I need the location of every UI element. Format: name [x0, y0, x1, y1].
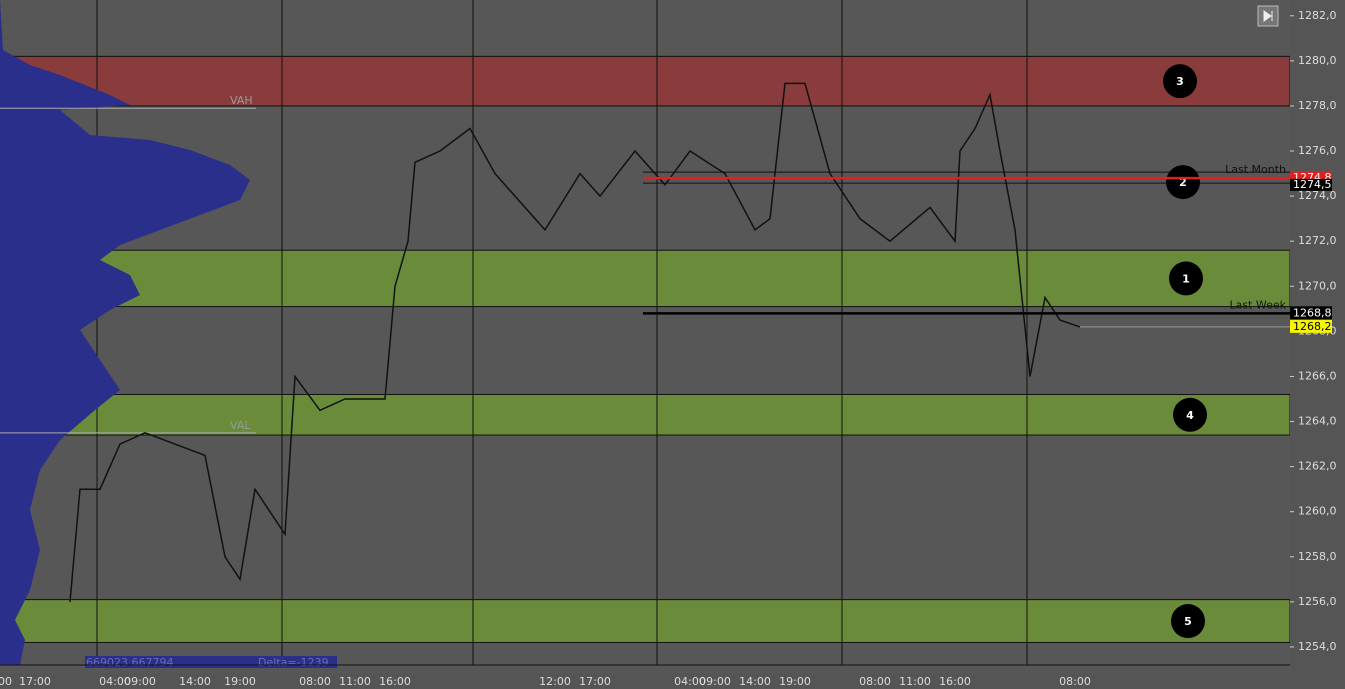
zone-number: 3 — [1176, 75, 1184, 88]
y-tick-label: 1260,0 — [1298, 505, 1337, 518]
level-name: Last Month — [1225, 163, 1286, 176]
time-label: 00 — [0, 675, 12, 688]
y-tick-label: 1282,0 — [1298, 9, 1337, 22]
y-tick-label: 1270,0 — [1298, 279, 1337, 292]
zone-number: 1 — [1182, 272, 1190, 285]
zone-marker — [1163, 64, 1197, 99]
time-label: 14:00 — [179, 675, 211, 688]
zone-marker — [1171, 604, 1205, 639]
vah-label: VAH — [230, 94, 253, 107]
zone-marker — [1169, 261, 1203, 296]
val-label: VAL — [230, 419, 251, 432]
price-axis — [1290, 0, 1345, 689]
zone-marker — [1173, 397, 1207, 432]
y-tick-label: 1256,0 — [1298, 595, 1337, 608]
y-tick-label: 1274,0 — [1298, 189, 1337, 202]
y-tick-label: 1262,0 — [1298, 460, 1337, 473]
skip-icon — [1263, 10, 1273, 22]
time-label: 16:00 — [379, 675, 411, 688]
zone-number: 5 — [1184, 615, 1192, 628]
zone — [0, 55, 1291, 107]
zone — [0, 249, 1291, 308]
y-tick-label: 1254,0 — [1298, 640, 1337, 653]
y-tick-label: 1280,0 — [1298, 54, 1337, 67]
time-label: 16:00 — [939, 675, 971, 688]
y-tick-label: 1278,0 — [1298, 99, 1337, 112]
zone-number: 4 — [1186, 409, 1194, 422]
time-axis — [0, 673, 1290, 689]
y-tick-label: 1272,0 — [1298, 234, 1337, 247]
y-tick-label: 1266,0 — [1298, 369, 1337, 382]
time-label: 11:00 — [899, 675, 931, 688]
time-label: 09:00 — [699, 675, 731, 688]
time-label: 04:00 — [99, 675, 131, 688]
y-tick-label: 1258,0 — [1298, 550, 1337, 563]
footer-volumes: 669023 667794 — [86, 656, 173, 669]
footer-delta: Delta=-1239 — [258, 656, 329, 669]
level-tag-label: 1268,8 — [1293, 306, 1332, 319]
zone — [0, 393, 1291, 436]
zone — [0, 599, 1291, 643]
zone-number: 2 — [1179, 176, 1187, 189]
time-label: 04:00 — [674, 675, 706, 688]
time-label: 12:00 — [539, 675, 571, 688]
plot-area — [0, 0, 1290, 665]
time-label: 14:00 — [739, 675, 771, 688]
time-label: 08:00 — [859, 675, 891, 688]
level-tag — [1290, 306, 1332, 320]
current-price-label: 1268,2 — [1293, 320, 1332, 333]
y-tick-label: 1264,0 — [1298, 415, 1337, 428]
time-label: 11:00 — [339, 675, 371, 688]
volume-profile — [0, 0, 250, 665]
y-tick-label: 1276,0 — [1298, 144, 1337, 157]
price-path — [69, 82, 1081, 602]
time-label: 09:00 — [124, 675, 156, 688]
vertical-grid — [96, 0, 1028, 665]
time-label: 08:00 — [299, 675, 331, 688]
time-label: 08:00 — [1059, 675, 1091, 688]
time-label: 17:00 — [579, 675, 611, 688]
time-label: 19:00 — [224, 675, 256, 688]
time-label: 19:00 — [779, 675, 811, 688]
current-price-tag — [1290, 319, 1332, 333]
time-label: 17:00 — [19, 675, 51, 688]
zone-marker — [1166, 165, 1200, 200]
price-tag — [1290, 178, 1332, 191]
level-name: Last Week — [1229, 298, 1286, 311]
price-tag-label: 1274,5 — [1293, 178, 1332, 191]
